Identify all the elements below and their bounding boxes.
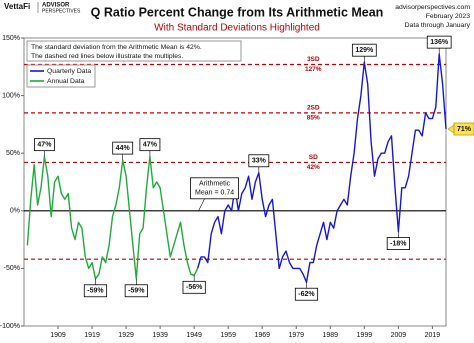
annotation-box [453,122,474,136]
x-tick-label: 2009 [391,332,407,339]
annotation-box [182,280,206,294]
annotation: -56% [182,280,206,294]
note-text: The standard deviation from the Arithmet… [31,44,202,51]
annotation-label: 129% [355,47,374,54]
annotation-box [386,237,410,250]
annotation: 44% [112,141,134,155]
note-text: The dashed red lines below illustrate th… [31,53,183,60]
x-tick-label: 1959 [220,332,236,339]
annotation-box [351,43,377,57]
annotation-box [294,287,319,301]
annotation: -59% [83,284,108,298]
annotation-label: -59% [87,288,104,295]
annotation-label: 33% [252,158,267,165]
sd-label: 127% [305,66,322,73]
mean-pointer [198,198,205,211]
annotation-label: 44% [116,145,131,152]
x-tick-label: 1909 [50,332,66,339]
annotation-box [248,154,270,168]
legend-label: Quarterly Data [47,68,91,75]
series-line [26,156,199,280]
y-tick-label: -100% [0,323,20,330]
annotation: -62% [294,287,319,301]
y-tick-label: 0% [10,208,20,215]
mean-label: Mean = 0.74 [195,190,234,197]
annotation-box [124,284,148,298]
annotation-box [112,141,134,155]
annotation-box [34,138,55,152]
y-tick-label: -50% [4,265,20,272]
annotation-label: -56% [186,284,203,291]
y-tick-label: 50% [6,150,20,157]
annotation-label: 136% [430,39,449,46]
annotation: 136% [426,35,452,49]
sd-name: 2SD [307,105,320,112]
annotation-label: -62% [298,291,315,298]
annotation-label: -59% [128,288,145,295]
annotation-label: 47% [143,141,158,148]
x-tick-label: 1969 [254,332,270,339]
y-tick-label: 150% [2,35,20,42]
annotation: 71% [453,122,474,136]
annotation-label: 47% [37,141,52,148]
source: Data through January [405,22,471,29]
y-tick-label: 100% [2,92,20,99]
annotation: -59% [124,284,148,298]
annotation: -18% [386,237,410,250]
annotation-box [83,284,108,298]
sd-name: SD [309,154,318,161]
source: advisorperspectives.com [395,4,470,11]
sd-label: 85% [307,115,320,122]
source: February 2023 [426,13,470,20]
x-tick-label: 1919 [84,332,100,339]
chart-subtitle: With Standard Deviations Highlighted [154,23,320,34]
logo: VettaFi [4,2,30,11]
sd-label: 42% [307,164,320,171]
brand: PERSPECTIVES [42,8,81,14]
annotation-label: -18% [390,240,407,247]
x-tick-label: 1939 [152,332,168,339]
mean-box [190,177,239,200]
mean-label: Arithmetic [199,181,231,188]
annotation: 47% [139,138,161,152]
annotation-box [426,35,452,49]
legend-label: Annual Data [47,78,85,85]
x-tick-label: 1999 [357,332,373,339]
series-line [196,53,447,283]
annotation: 47% [34,138,55,152]
annotation: 33% [248,154,270,168]
latest-arrow [447,124,455,134]
x-tick-label: 2019 [425,332,441,339]
chart-title: Q Ratio Percent Change from Its Arithmet… [91,5,384,19]
x-tick-label: 1979 [288,332,304,339]
x-tick-label: 1989 [323,332,339,339]
annotation: 129% [351,43,377,57]
brand: ADVISOR [42,3,70,9]
x-tick-label: 1949 [186,332,202,339]
annotation-label: 71% [457,126,472,133]
sd-name: 3SD [307,56,320,63]
note-box [26,40,242,62]
x-tick-label: 1929 [118,332,134,339]
annotation-box [139,138,161,152]
